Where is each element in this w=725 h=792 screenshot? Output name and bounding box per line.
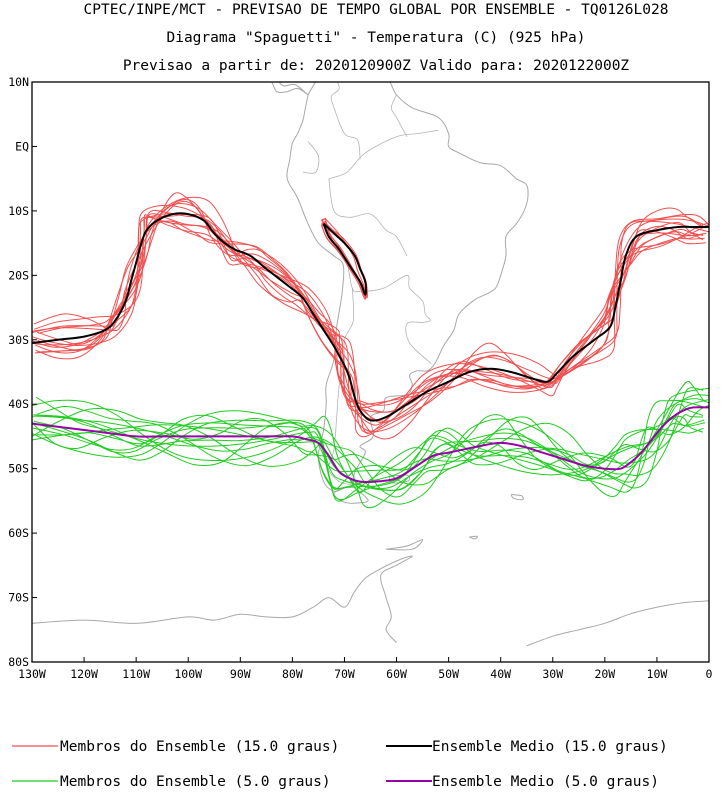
x-tick-label: 30W [542, 667, 563, 681]
chart-title-line3: Previsao a partir de: 2020120900Z Valido… [123, 58, 630, 74]
mean-15-curve [32, 212, 709, 422]
chart-title-line2: Diagrama "Spaguetti" - Temperatura (C) (… [166, 30, 585, 46]
members-5-curve [33, 416, 706, 489]
x-tick-label: 0 [706, 667, 713, 681]
country-border-5 [330, 82, 361, 160]
x-tick-label: 100W [174, 667, 202, 681]
members-5-curve [32, 387, 704, 486]
south-orkney-coast [469, 535, 478, 540]
ensemble-means-layer [32, 212, 709, 483]
antarctica-coast-west [32, 555, 413, 644]
south-shetland-coast [386, 539, 424, 551]
members-15-curve [34, 220, 709, 409]
members-5-curve [37, 387, 709, 498]
country-border-2 [302, 141, 320, 174]
x-tick-label: 90W [230, 667, 251, 681]
members-5-curve [36, 394, 709, 490]
x-axis: 130W 120W 110W 100W 90W 80W 70W 60W 50W 40W 30W 20W… [18, 657, 713, 681]
y-tick-label: 10N [8, 75, 29, 89]
members-15-curve [35, 214, 703, 406]
legend-label-mean-5: Ensemble Medio (5.0 graus) [432, 774, 659, 790]
members-15-curve [37, 213, 704, 413]
legend-label-members-5: Membros do Ensemble (5.0 graus) [60, 774, 331, 790]
x-tick-label: 50W [438, 667, 459, 681]
x-tick-label: 70W [334, 667, 355, 681]
country-border-6 [390, 94, 408, 137]
y-tick-label: 60S [8, 526, 29, 540]
members-15-curve [32, 213, 705, 424]
members-15-curve [32, 204, 706, 426]
y-tick-label: 30S [8, 333, 29, 347]
members-15-curve [37, 220, 709, 405]
ensemble-members-layer [32, 192, 709, 509]
x-tick-label: 80W [282, 667, 303, 681]
coastline-layer [32, 18, 709, 647]
members-5-curve [32, 410, 704, 502]
legend-label-mean-15: Ensemble Medio (15.0 graus) [432, 739, 668, 755]
y-axis: 10N EQ 10S 20S 30S 40S 50S 60S 70S 80S [8, 75, 37, 669]
central-america-coast [270, 82, 309, 96]
antarctica-coast-weddell [526, 600, 709, 647]
x-tick-label: 110W [122, 667, 150, 681]
members-5-curve [32, 380, 705, 505]
country-border-0 [328, 129, 439, 180]
members-5-curve [33, 404, 709, 494]
chart-title-line1: CPTEC/INPE/MCT - PREVISAO DE TEMPO GLOBA… [84, 2, 669, 18]
mean-5-curve [32, 406, 709, 483]
mean-15-andes-contour [322, 223, 367, 296]
legend: Membros do Ensemble (15.0 graus) Ensembl… [12, 739, 668, 790]
country-border-1 [328, 178, 408, 257]
country-border-4 [328, 288, 355, 486]
x-tick-label: 120W [70, 667, 98, 681]
members-15-curve [38, 203, 706, 432]
members-15-curve [32, 198, 709, 435]
members-15-curve [36, 209, 704, 422]
members-15-curve [32, 200, 709, 433]
members-5-curve [36, 399, 709, 473]
x-tick-label: 40W [490, 667, 511, 681]
members-5-curve [33, 400, 705, 491]
x-tick-label: 20W [594, 667, 615, 681]
x-tick-label: 60W [386, 667, 407, 681]
x-tick-label: 130W [18, 667, 46, 681]
legend-label-members-15: Membros do Ensemble (15.0 graus) [60, 739, 339, 755]
y-tick-label: 40S [8, 397, 29, 411]
y-tick-label: EQ [15, 139, 29, 153]
members-15-curve [34, 196, 704, 440]
plot-frame [31, 81, 710, 663]
south-georgia-coast [510, 493, 524, 501]
y-tick-label: 50S [8, 462, 29, 476]
map-area [32, 18, 709, 647]
members-5-curve [32, 415, 704, 501]
caribbean-coast [323, 18, 365, 30]
members-15-andes-contour [320, 217, 368, 300]
country-border-3 [346, 259, 432, 364]
south-america-coast [286, 82, 529, 492]
y-tick-label: 10S [8, 204, 29, 218]
members-15-curve [35, 216, 703, 413]
y-tick-label: 80S [8, 655, 29, 669]
x-tick-label: 10W [647, 667, 668, 681]
y-tick-label: 70S [8, 591, 29, 605]
y-tick-label: 20S [8, 268, 29, 282]
